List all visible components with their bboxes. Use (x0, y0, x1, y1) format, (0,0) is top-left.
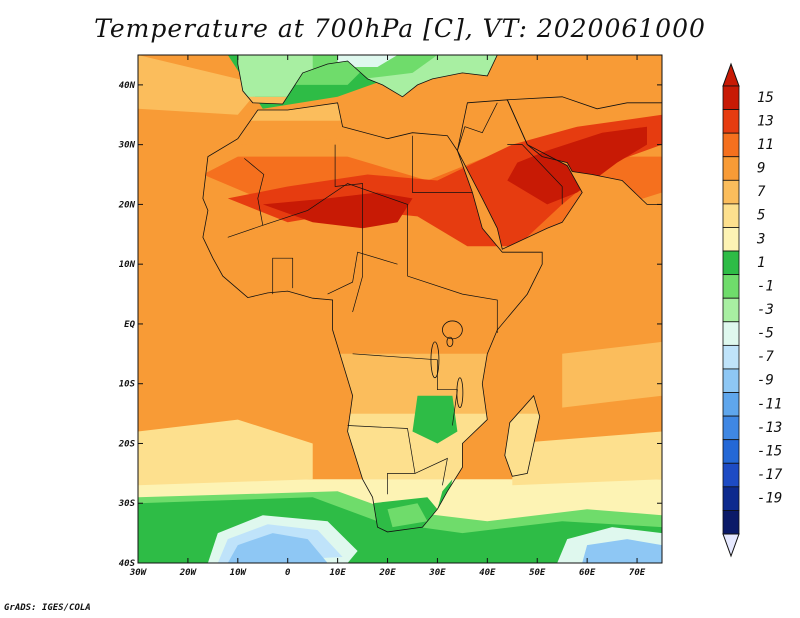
colorbar-label: 3 (756, 231, 765, 247)
colorbar-label: -15 (757, 443, 782, 459)
field-band (512, 431, 662, 486)
colorbar-label: 5 (757, 208, 765, 224)
lat-tick-label: 20N (118, 200, 136, 210)
country-border (507, 144, 563, 205)
lon-tick-label: 60E (579, 568, 596, 578)
field-band (138, 419, 313, 486)
coastline (456, 99, 583, 250)
lon-tick-label: 10E (329, 568, 346, 578)
colorbar-bottom-arrow (722, 533, 740, 558)
colorbar-label: -17 (757, 467, 783, 483)
colorbar-label: 7 (757, 184, 766, 200)
coastline (506, 96, 662, 205)
colorbar-swatch (722, 439, 740, 464)
lon-tick-label: 30W (129, 568, 148, 578)
lat-tick-label: 30S (118, 499, 136, 509)
colorbar-label: -13 (757, 420, 782, 436)
country-border (334, 144, 363, 313)
colorbar-label: 1 (757, 255, 765, 271)
chart-title: Temperature at 700hPa [C], VT: 202006100… (94, 14, 706, 43)
lat-axis: 40N 30N 20N 10N EQ 10S 20S 30S 40S (118, 81, 662, 569)
colorbar-label: 9 (757, 161, 765, 177)
lon-axis: 30W 20W 10W 0 10E 20E 30E 40E 50E 60E 70E (129, 55, 646, 578)
grads-credit: GrADS: IGES/COLA (4, 603, 91, 613)
land-band (262, 192, 413, 229)
lat-tick-label: 40S (119, 559, 136, 569)
country-border (262, 183, 408, 277)
colorbar-swatch (722, 85, 740, 110)
colorbar-label: -7 (757, 349, 774, 365)
colorbar-swatch (722, 250, 740, 276)
lake-outline (456, 377, 464, 409)
colorbar-label: -11 (757, 396, 782, 412)
land-band (337, 55, 398, 67)
lake-outline (446, 336, 454, 348)
colorbar-swatch (722, 132, 740, 158)
country-border (327, 251, 398, 295)
colorbar-swatch (722, 297, 740, 323)
colorbar-swatch (722, 179, 740, 205)
country-border (227, 158, 265, 238)
colorbar-swatch (722, 462, 740, 488)
colorbar-swatch (722, 392, 740, 417)
colorbar-swatch (722, 486, 740, 511)
lat-tick-label: 20S (118, 439, 136, 449)
country-border (457, 102, 498, 151)
country-border (352, 353, 458, 426)
lat-tick-label: 40N (119, 81, 136, 91)
lon-tick-label: 0 (285, 568, 291, 578)
colorbar-label: -9 (757, 373, 774, 389)
colorbar-swatch (722, 109, 740, 134)
lon-tick-label: 30E (428, 568, 446, 578)
lon-tick-label: 40E (479, 568, 496, 578)
colorbar-label: -1 (757, 278, 774, 294)
colorbar-swatch (722, 227, 740, 252)
colorbar-label: -19 (757, 491, 782, 507)
map-frame (137, 54, 663, 564)
lake-outline (430, 341, 440, 379)
colorbar-top-arrow (722, 62, 740, 87)
lon-tick-label: 20E (378, 568, 396, 578)
colorbar-label: -5 (757, 326, 774, 342)
coastline (504, 394, 541, 477)
colorbar: 15 13 11 9 7 5 3 1 -1 -3 -5 -7 -9 -11 -13 -15 -17 -19 (722, 62, 783, 558)
lat-tick-label: 10N (119, 260, 136, 270)
coastline (237, 55, 498, 105)
lat-tick-label: 10S (119, 380, 136, 390)
colorbar-swatch (722, 274, 740, 299)
colorbar-label: -3 (757, 302, 774, 318)
field-band (227, 533, 328, 563)
colorbar-swatch (722, 368, 740, 393)
land-band (412, 395, 458, 444)
land-band (507, 126, 647, 205)
colorbar-label: 15 (757, 90, 774, 106)
colorbar-swatch (722, 321, 740, 346)
country-border (407, 275, 498, 333)
country-border (412, 135, 473, 193)
colorbar-swatch (722, 203, 740, 228)
colorbar-swatch (722, 156, 740, 181)
lon-tick-label: 50E (529, 568, 546, 578)
coastline (202, 102, 543, 533)
lat-tick-label: EQ (124, 320, 135, 330)
coastlines-borders (202, 55, 662, 533)
country-border (414, 457, 448, 486)
map-plot-area (138, 55, 662, 563)
field-band (562, 341, 662, 408)
land-band (387, 503, 428, 528)
lon-tick-label: 70E (629, 568, 646, 578)
colorbar-label: 11 (757, 137, 774, 153)
lon-tick-label: 10W (230, 568, 248, 578)
colorbar-swatch (722, 510, 740, 535)
colorbar-swatch (722, 344, 740, 370)
field-band (582, 539, 662, 563)
lon-tick-label: 20W (179, 568, 198, 578)
country-border (272, 257, 294, 295)
colorbar-label: 13 (757, 113, 774, 129)
lat-tick-label: 30N (118, 141, 136, 151)
colorbar-swatch (722, 415, 740, 441)
field-band (138, 55, 263, 115)
land-band (237, 114, 458, 145)
